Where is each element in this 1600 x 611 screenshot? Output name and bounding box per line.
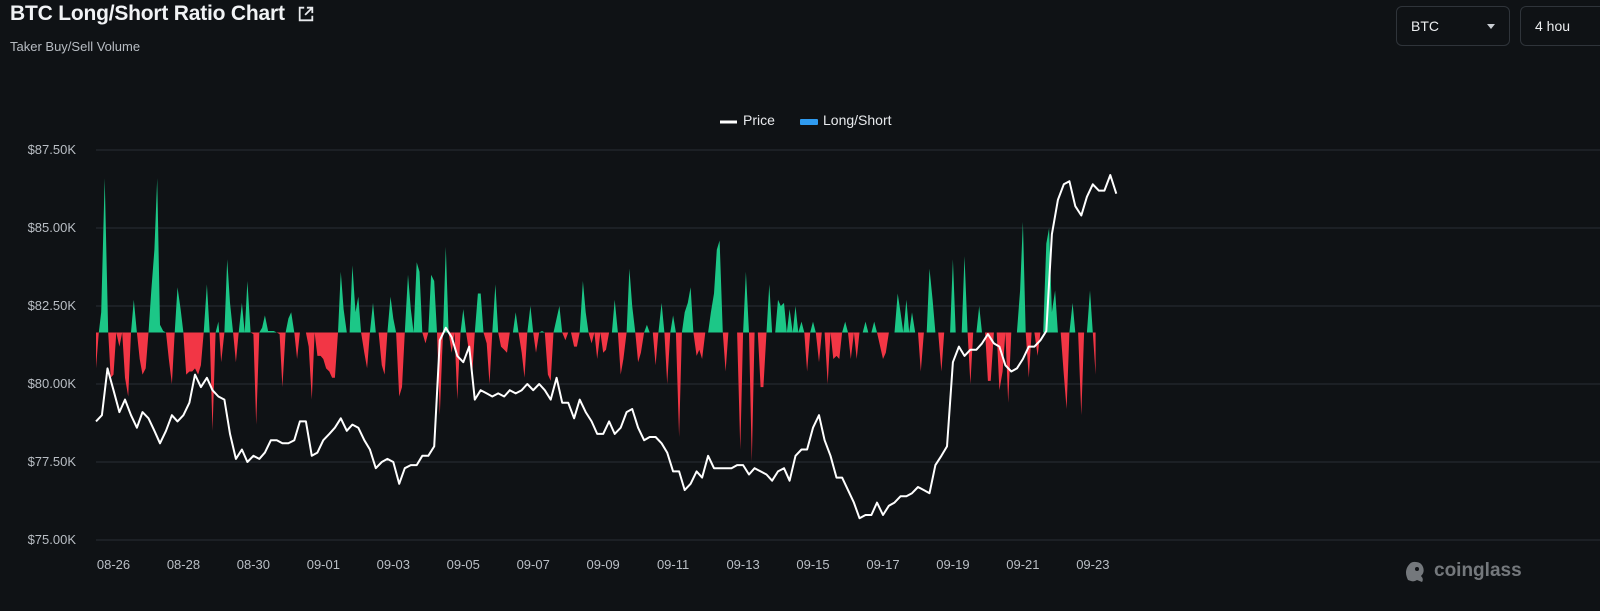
page-subtitle: Taker Buy/Sell Volume	[10, 39, 141, 54]
coinglass-logo-icon	[1406, 561, 1424, 582]
y-tick-label: $85.00K	[28, 220, 77, 235]
x-tick-label: 08-30	[237, 557, 270, 572]
y-tick-label: $80.00K	[28, 376, 77, 391]
legend: Price Long/Short	[720, 112, 892, 128]
x-tick-label: 09-01	[307, 557, 340, 572]
legend-long-short-swatch	[800, 119, 818, 125]
x-tick-label: 09-13	[726, 557, 759, 572]
page-title: BTC Long/Short Ratio Chart	[10, 2, 285, 25]
x-tick-label: 08-28	[167, 557, 200, 572]
x-tick-label: 09-15	[796, 557, 829, 572]
legend-long-short-label[interactable]: Long/Short	[823, 112, 892, 128]
long-area	[96, 178, 1096, 333]
x-tick-label: 09-03	[377, 557, 410, 572]
y-tick-label: $82.50K	[28, 298, 77, 313]
x-tick-label: 09-07	[517, 557, 550, 572]
interval-select-value: 4 hou	[1535, 18, 1571, 34]
y-axis-labels: $75.00K $77.50K $80.00K $82.50K $85.00K $87.5…	[28, 142, 77, 547]
coin-select-value: BTC	[1411, 18, 1439, 34]
x-tick-label: 09-17	[866, 557, 899, 572]
chart-header: BTC Long/Short Ratio Chart Taker Buy/Sel…	[10, 2, 315, 54]
legend-price-label[interactable]: Price	[743, 112, 775, 128]
coinglass-watermark: coinglass	[1402, 558, 1522, 584]
caret-down-icon	[1487, 23, 1495, 29]
coin-select[interactable]: BTC	[1396, 6, 1510, 46]
external-link-icon[interactable]	[297, 5, 315, 23]
x-tick-label: 09-23	[1076, 557, 1109, 572]
y-tick-label: $77.50K	[28, 454, 77, 469]
x-tick-label: 09-21	[1006, 557, 1039, 572]
grid-lines	[96, 149, 1600, 541]
x-tick-label: 09-09	[587, 557, 620, 572]
interval-select[interactable]: 4 hou	[1520, 6, 1600, 46]
short-area	[96, 332, 1096, 462]
x-tick-label: 08-26	[97, 557, 130, 572]
long-short-areas	[96, 178, 1096, 462]
watermark-text: coinglass	[1434, 560, 1522, 581]
title-row: BTC Long/Short Ratio Chart	[10, 2, 315, 26]
price-line	[95, 174, 1118, 520]
price-layer	[95, 174, 1118, 520]
x-tick-label: 09-11	[657, 557, 689, 572]
y-tick-label: $75.00K	[28, 532, 77, 547]
x-tick-label: 09-19	[936, 557, 969, 572]
x-axis-labels: 08-26 08-28 08-30 09-01 09-03 09-05 09-07 09-09…	[97, 557, 1110, 572]
x-tick-label: 09-05	[447, 557, 480, 572]
y-tick-label: $87.50K	[28, 142, 77, 157]
